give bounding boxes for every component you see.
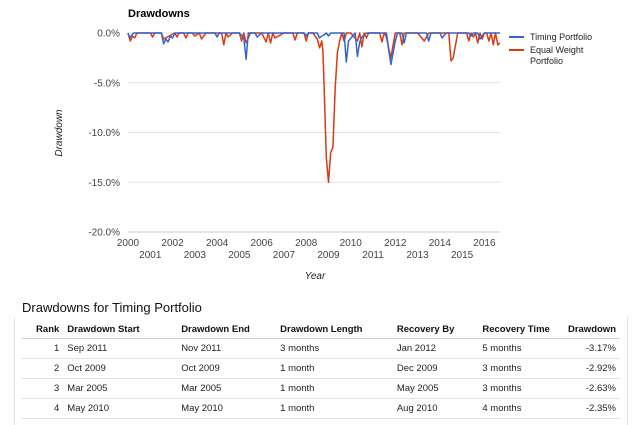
legend-label-equal-weight: Equal Weight Portfolio: [530, 45, 586, 66]
y-axis-label: Drawdown: [54, 109, 65, 157]
cell-drawdown: -3.17%: [563, 338, 620, 359]
y-tick-label: -20.0%: [88, 228, 120, 239]
x-tick-label: 2005: [228, 250, 251, 261]
cell-drawdown-end: Nov 2011: [177, 338, 277, 359]
x-tick-label: 2016: [473, 238, 496, 249]
legend-label-timing: Timing Portfolio: [530, 32, 592, 42]
x-tick-label: 2006: [251, 238, 274, 249]
cell-recovery-by: Aug 2010: [392, 398, 479, 419]
cell-recovery-time: 4 months: [478, 398, 564, 419]
header-recovery-time[interactable]: Recovery Time: [478, 320, 564, 339]
cell-drawdown-start: Sep 2011: [63, 338, 178, 359]
cell-recovery-by: Jan 2012: [392, 338, 479, 359]
x-tick-label: 2010: [340, 238, 363, 249]
series-line-timing: [127, 32, 500, 66]
legend: Timing Portfolio Equal Weight Portfolio: [509, 32, 592, 66]
cell-drawdown: -2.35%: [563, 398, 620, 419]
cell-drawdown: -2.63%: [563, 378, 620, 399]
y-tick-label: -15.0%: [88, 178, 120, 189]
chart-title: Drawdowns: [128, 8, 190, 20]
cell-rank: 2: [22, 358, 64, 379]
table-row: 3 Mar 2005 Mar 2005 1 month May 2005 3 m…: [22, 378, 620, 399]
x-tick-label: 2013: [406, 250, 429, 261]
cell-drawdown-length: 1 month: [276, 398, 393, 419]
cell-drawdown-start: Mar 2005: [63, 378, 178, 399]
x-tick-label: 2002: [161, 238, 184, 249]
legend-label-equal-weight-line1: Equal Weight: [530, 45, 584, 55]
legend-label-equal-weight-line2: Portfolio: [530, 56, 563, 66]
series-line-equal-weight: [127, 32, 501, 184]
x-tick-label: 2011: [362, 250, 384, 261]
header-drawdown-length[interactable]: Drawdown Length: [276, 320, 393, 339]
x-tick-label: 2004: [206, 238, 229, 249]
table-row: 4 May 2010 May 2010 1 month Aug 2010 4 m…: [22, 398, 620, 419]
cell-recovery-by: May 2005: [392, 378, 479, 399]
x-tick-label: 2000: [117, 238, 140, 249]
cell-drawdown-end: Mar 2005: [177, 378, 277, 399]
x-axis-ticks: 2000200120022003200420052006200720082009…: [117, 238, 496, 261]
cell-rank: 4: [22, 398, 64, 419]
section-title: Drawdowns for Timing Portfolio: [22, 300, 202, 315]
cell-drawdown-length: 1 month: [276, 358, 393, 379]
header-rank[interactable]: Rank: [22, 320, 64, 339]
x-axis-label: Year: [305, 271, 326, 282]
x-tick-label: 2015: [451, 250, 474, 261]
header-recovery-by[interactable]: Recovery By: [392, 320, 479, 339]
table-panel: [14, 317, 628, 425]
cell-recovery-by: Dec 2009: [392, 358, 479, 379]
x-tick-label: 2007: [273, 250, 296, 261]
cell-drawdown-length: 1 month: [276, 378, 393, 399]
cell-drawdown-start: Oct 2009: [63, 358, 178, 379]
cell-rank: 1: [22, 338, 64, 359]
cell-recovery-time: 3 months: [478, 358, 564, 379]
y-axis-ticks: 0.0% -5.0% -10.0% -15.0% -20.0%: [88, 29, 120, 239]
x-tick-label: 2014: [429, 238, 452, 249]
drawdowns-chart: Drawdowns 0.0% -5.0% -10.0% -15.0% -20.0% 20…: [54, 8, 592, 282]
drawdowns-table: Rank Drawdown Start Drawdown End Drawdow…: [22, 320, 620, 419]
x-tick-label: 2012: [384, 238, 407, 249]
x-tick-label: 2009: [317, 250, 340, 261]
x-tick-label: 2008: [295, 238, 318, 249]
cell-drawdown-end: Oct 2009: [177, 358, 277, 379]
y-tick-label: 0.0%: [97, 29, 120, 40]
gridlines: [128, 32, 500, 233]
cell-rank: 3: [22, 378, 64, 399]
x-tick-label: 2001: [139, 250, 162, 261]
table-row: 2 Oct 2009 Oct 2009 1 month Dec 2009 3 m…: [22, 358, 620, 379]
x-tick-label: 2003: [184, 250, 207, 261]
cell-recovery-time: 5 months: [478, 338, 564, 359]
header-drawdown-start[interactable]: Drawdown Start: [63, 320, 178, 339]
table-row: 1 Sep 2011 Nov 2011 3 months Jan 2012 5 …: [22, 338, 620, 359]
cell-drawdown: -2.92%: [563, 358, 620, 379]
header-drawdown[interactable]: Drawdown: [563, 320, 620, 339]
series-lines: [127, 32, 501, 184]
table-header-row: Rank Drawdown Start Drawdown End Drawdow…: [22, 320, 620, 339]
cell-recovery-time: 3 months: [478, 378, 564, 399]
cell-drawdown-start: May 2010: [63, 398, 178, 419]
y-tick-label: -5.0%: [94, 78, 120, 89]
cell-drawdown-length: 3 months: [276, 338, 393, 359]
y-tick-label: -10.0%: [88, 128, 120, 139]
cell-drawdown-end: May 2010: [177, 398, 277, 419]
header-drawdown-end[interactable]: Drawdown End: [177, 320, 277, 339]
